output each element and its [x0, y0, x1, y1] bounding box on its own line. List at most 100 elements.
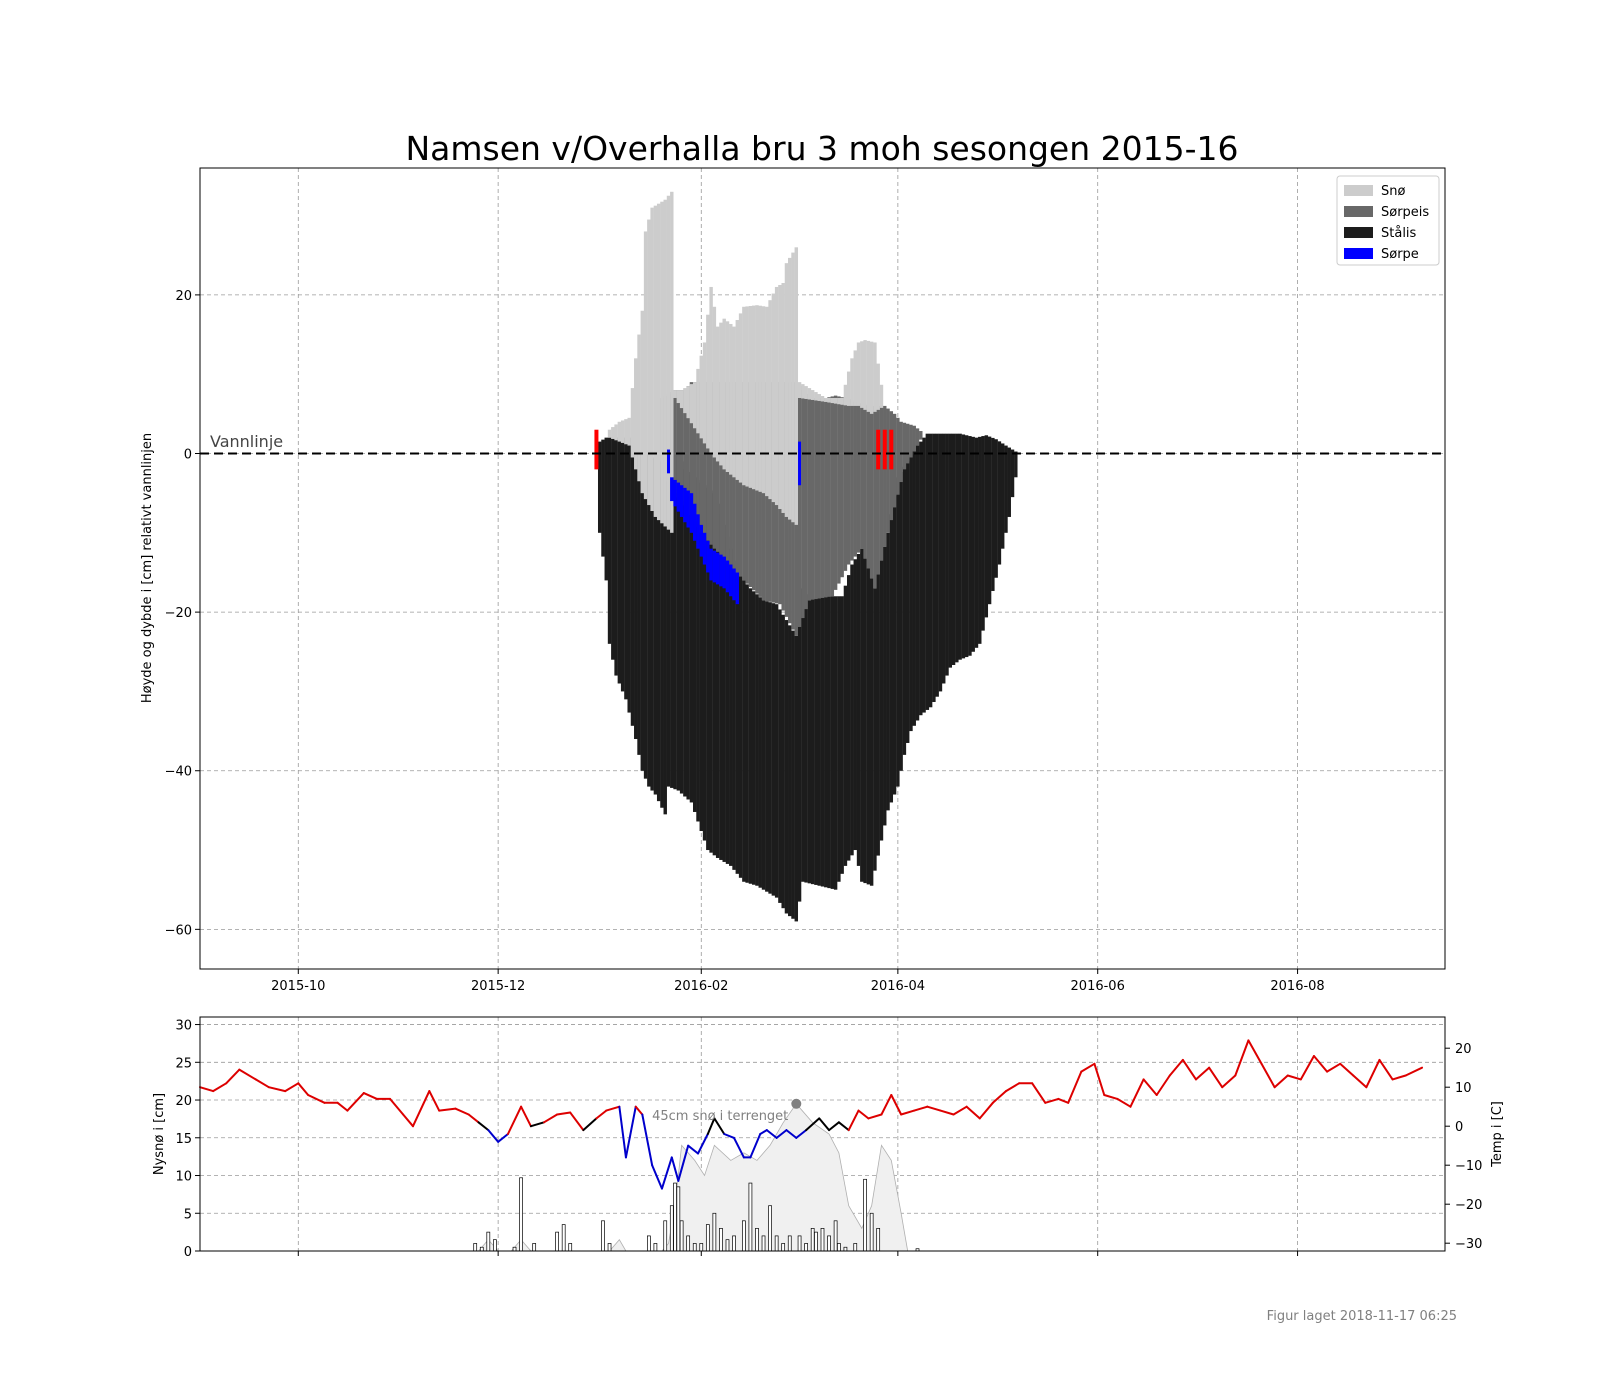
stalis-bar	[712, 493, 717, 856]
sorpeis-bar	[876, 405, 880, 575]
sno-bar	[856, 342, 861, 406]
sorpeis-bar	[817, 397, 821, 599]
stalis-bar	[964, 435, 969, 658]
legend-swatch	[1344, 227, 1373, 238]
stalis-bar	[801, 588, 805, 882]
new-snow-bar	[853, 1243, 858, 1252]
sno-bar	[778, 284, 782, 510]
bottom-y-tick-label: 10	[175, 1170, 192, 1185]
new-snow-bar	[863, 1178, 867, 1252]
stalis-bar	[732, 560, 736, 870]
temperature-segment	[660, 1156, 673, 1190]
temperature-segment	[1093, 1062, 1106, 1096]
sno-bar	[810, 390, 815, 400]
main-axis-ticks: 2015-10 2015-12 2016-02 2016-04 2016-06 2016-…	[165, 289, 1325, 1256]
stalis-bar	[987, 436, 992, 605]
sno-bar	[843, 384, 848, 406]
sorpe-bar	[706, 540, 710, 573]
bottom-y2-tick-label: −20	[1455, 1198, 1482, 1213]
temperature-segment	[634, 1105, 644, 1116]
temperature-segment	[926, 1105, 942, 1112]
temperature-segment	[1286, 1074, 1302, 1081]
temperature-segment	[867, 1113, 883, 1120]
new-snow-bar	[768, 1205, 772, 1252]
sno-bar	[820, 396, 825, 402]
sorpeis-bar	[820, 397, 825, 598]
new-snow-bar	[473, 1243, 478, 1252]
sorpeis-bar	[840, 397, 844, 578]
stalis-bar	[715, 503, 720, 858]
stalis-bar	[925, 433, 930, 710]
legend-label: Sørpeis	[1381, 205, 1429, 220]
sno-bar	[620, 420, 625, 443]
sorpeis-bar	[919, 431, 923, 440]
new-snow-bar	[607, 1243, 612, 1252]
legend: Snø Sørpeis Stålis Sørpe	[1336, 175, 1440, 266]
stalis-bar	[670, 453, 674, 788]
new-snow-bar	[532, 1243, 537, 1252]
stalis-bar	[676, 453, 681, 791]
new-snow-bar	[725, 1239, 730, 1252]
sorpeis-bar	[837, 396, 841, 584]
sno-bar	[814, 392, 818, 401]
temperature-segment	[1142, 1078, 1158, 1096]
snow-annotation: 45cm snø i terrenget	[652, 1109, 788, 1124]
stalis-bar	[719, 514, 723, 860]
sorpeis-bar	[801, 390, 805, 619]
new-snow-bar	[669, 1205, 674, 1252]
new-snow-bar	[519, 1177, 523, 1252]
sorpe-bar	[729, 564, 733, 597]
stalis-bar	[928, 433, 933, 708]
sorpe-bar	[722, 556, 726, 589]
temperature-segment	[965, 1105, 981, 1120]
sno-bar	[666, 195, 671, 530]
sorpe-bar	[689, 493, 694, 533]
sorpeis-bar	[879, 405, 884, 561]
stalis-bar	[761, 600, 766, 890]
sno-bar	[797, 382, 802, 398]
bottom-y2-axis-label: Temp i [C]	[1490, 1101, 1505, 1168]
stalis-bar	[968, 436, 972, 656]
sorpe-bar	[735, 572, 740, 605]
temperature-segment	[749, 1133, 762, 1159]
sno-bar	[794, 247, 799, 525]
temperature-segment	[199, 1086, 215, 1093]
stalis-bar	[729, 548, 733, 866]
temperature-segment	[733, 1136, 745, 1159]
sorpeis-bar	[679, 390, 684, 502]
stalis-bar	[709, 490, 713, 853]
sno-bar	[614, 424, 618, 441]
new-snow-bar	[748, 1182, 753, 1252]
temperature-segment	[487, 1129, 500, 1143]
sno-bar	[771, 293, 776, 503]
stalis-bar	[909, 456, 913, 732]
stalis-bar	[650, 457, 654, 791]
sorpeis-bar	[827, 397, 831, 597]
stalis-bar	[788, 625, 792, 917]
main-y-tick-label: 20	[175, 289, 192, 304]
new-snow-bar	[833, 1220, 838, 1252]
temperature-segment	[1129, 1078, 1145, 1108]
temperature-segment	[529, 1121, 546, 1128]
temperature-segment	[1339, 1062, 1355, 1077]
temperature-segment	[828, 1121, 840, 1132]
temperature-segment	[880, 1094, 893, 1116]
sorpeis-bar	[873, 405, 877, 589]
sorpeis-bar	[896, 417, 900, 495]
temperature-segment	[212, 1082, 228, 1093]
new-snow-bar	[787, 1235, 792, 1252]
temperature-segment	[428, 1090, 441, 1112]
stalis-bar	[994, 439, 998, 578]
stalis-bar	[617, 437, 622, 684]
temperature-segment	[297, 1082, 310, 1096]
sno-bar	[840, 397, 844, 405]
stalis-bar	[873, 588, 877, 871]
sorpeis-bar	[830, 396, 835, 597]
temperature-segment	[775, 1129, 788, 1139]
sno-bar	[673, 390, 677, 398]
sno-bar	[801, 384, 805, 399]
new-snow-bar	[797, 1235, 802, 1252]
stalis-bar	[889, 514, 894, 803]
sorpeis-bar	[869, 405, 874, 579]
temperature-segment	[1067, 1070, 1083, 1104]
